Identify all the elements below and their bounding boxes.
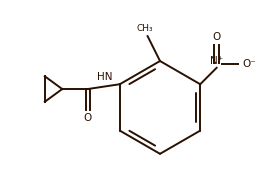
Text: N⁺: N⁺ (210, 56, 223, 66)
Text: O⁻: O⁻ (243, 59, 256, 69)
Text: O: O (213, 32, 221, 42)
Text: O: O (84, 113, 92, 123)
Text: CH₃: CH₃ (137, 24, 154, 33)
Text: HN: HN (97, 72, 113, 82)
